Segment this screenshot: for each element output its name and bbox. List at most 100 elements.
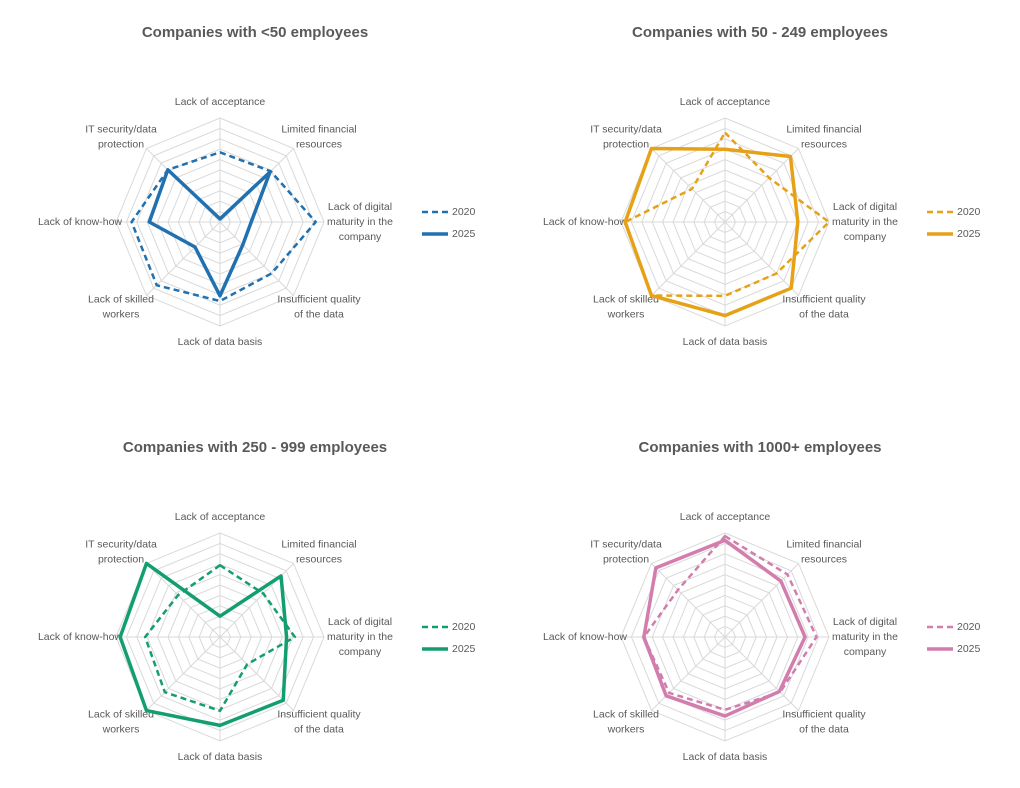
legend-label: 2025 <box>957 228 981 240</box>
axis-label-line: Lack of acceptance <box>175 96 266 108</box>
spoke <box>219 221 294 296</box>
axis-label: IT security/data protection <box>85 123 157 150</box>
spoke <box>219 636 294 711</box>
axis-label-line: Insufficient quality <box>782 708 866 720</box>
axis-label-line: Insufficient quality <box>277 708 361 720</box>
axis-label-line: Limited financial <box>281 123 356 135</box>
legend-label: 2020 <box>452 206 476 218</box>
axis-label: Limited financial resources <box>786 123 861 150</box>
series-line <box>623 146 800 318</box>
axis-label-line: Lack of know-how <box>38 216 122 228</box>
axis-label-line: workers <box>102 308 140 320</box>
axis-label: Lack of know-how <box>38 631 122 643</box>
axis-label: Lack of data basis <box>178 336 263 348</box>
axis-label: Lack of know-how <box>38 216 122 228</box>
axis-label-line: protection <box>603 553 649 565</box>
spoke <box>651 563 726 638</box>
axis-label-line: resources <box>801 553 847 565</box>
axis-label: Lack of acceptance <box>175 96 266 108</box>
axis-label-line: Lack of acceptance <box>680 511 771 523</box>
axis-label-line: protection <box>603 138 649 150</box>
legend-label: 2025 <box>452 643 476 655</box>
axis-label: Lack of acceptance <box>680 96 771 108</box>
axis-label-line: Insufficient quality <box>277 293 361 305</box>
axis-label: Lack of acceptance <box>175 511 266 523</box>
chart-title: Companies with 250 - 999 employees <box>123 439 387 456</box>
spoke <box>724 636 799 711</box>
axis-label: Lack of skilled workers <box>88 708 154 735</box>
axis-label-line: maturity in the <box>327 216 393 228</box>
series-line <box>147 168 272 298</box>
axis-label: Lack of skilled workers <box>88 293 154 320</box>
spoke <box>724 221 799 296</box>
axis-label: Lack of skilled workers <box>593 708 659 735</box>
spoke <box>146 563 221 638</box>
legend-label: 2025 <box>957 643 981 655</box>
axis-label-line: protection <box>98 553 144 565</box>
legend-label: 2020 <box>452 621 476 633</box>
axis-label: Insufficient quality of the data <box>782 293 866 320</box>
series-line <box>642 534 818 712</box>
axis-label: Limited financial resources <box>786 538 861 565</box>
axis-label-line: maturity in the <box>832 216 898 228</box>
radar-chart: Companies with 250 - 999 employees Lack o… <box>38 439 476 763</box>
axis-label-line: of the data <box>799 723 849 735</box>
axis-label-line: maturity in the <box>832 631 898 643</box>
axis-label-line: company <box>339 646 382 658</box>
axis-label-line: Lack of skilled <box>593 293 659 305</box>
axis-label: Lack of know-how <box>543 216 627 228</box>
axis-label: Lack of data basis <box>683 336 768 348</box>
axis-label-line: company <box>339 231 382 243</box>
axis-label: IT security/data protection <box>590 538 662 565</box>
axis-label-line: Insufficient quality <box>782 293 866 305</box>
axis-label-line: resources <box>296 553 342 565</box>
axis-label-line: Lack of data basis <box>178 336 263 348</box>
axis-label-line: protection <box>98 138 144 150</box>
axis-label-line: Lack of know-how <box>543 631 627 643</box>
radar-chart: Companies with 50 - 249 employees Lack of… <box>543 24 981 348</box>
axis-label-line: Lack of data basis <box>683 751 768 763</box>
axis-label: Lack of data basis <box>178 751 263 763</box>
series-line <box>143 563 297 713</box>
legend-label: 2025 <box>452 228 476 240</box>
axis-label-line: Lack of digital <box>833 201 897 213</box>
axis-label-line: Lack of digital <box>833 616 897 628</box>
axis-label-line: Lack of data basis <box>683 336 768 348</box>
axis-label: Lack of acceptance <box>680 511 771 523</box>
axis-label-line: Lack of know-how <box>543 216 627 228</box>
axis-label-line: workers <box>607 723 645 735</box>
axis-label-line: Lack of skilled <box>88 293 154 305</box>
axis-label: Limited financial resources <box>281 123 356 150</box>
axis-label: IT security/data protection <box>85 538 157 565</box>
axis-label: IT security/data protection <box>590 123 662 150</box>
axis-label: Insufficient quality of the data <box>277 708 361 735</box>
axis-label-line: resources <box>801 138 847 150</box>
series-line <box>642 538 807 718</box>
axis-label-line: Lack of acceptance <box>175 511 266 523</box>
chart-title: Companies with <50 employees <box>142 24 368 41</box>
axis-label: Lack of know-how <box>543 631 627 643</box>
axis-label-line: Lack of know-how <box>38 631 122 643</box>
legend-label: 2020 <box>957 206 981 218</box>
series-line <box>130 151 317 303</box>
axis-label-line: resources <box>296 138 342 150</box>
axis-label: Limited financial resources <box>281 538 356 565</box>
axis-label: Insufficient quality of the data <box>277 293 361 320</box>
axis-label-line: IT security/data <box>85 123 157 135</box>
spoke <box>651 148 726 223</box>
axis-label-line: workers <box>607 308 645 320</box>
spoke <box>146 636 221 711</box>
axis-label-line: Limited financial <box>281 538 356 550</box>
axis-label: Insufficient quality of the data <box>782 708 866 735</box>
axis-label-line: Lack of data basis <box>178 751 263 763</box>
radar-chart: Companies with 1000+ employees Lack of ac… <box>543 439 981 763</box>
axis-label-line: company <box>844 231 887 243</box>
radar-chart: Companies with <50 employees Lack of acce… <box>38 24 476 348</box>
axis-label-line: of the data <box>294 308 344 320</box>
axis-label-line: of the data <box>294 723 344 735</box>
axis-label-line: IT security/data <box>85 538 157 550</box>
spoke <box>724 563 799 638</box>
series-line <box>118 561 289 728</box>
axis-label: Lack of digital maturity in the company <box>327 616 393 658</box>
